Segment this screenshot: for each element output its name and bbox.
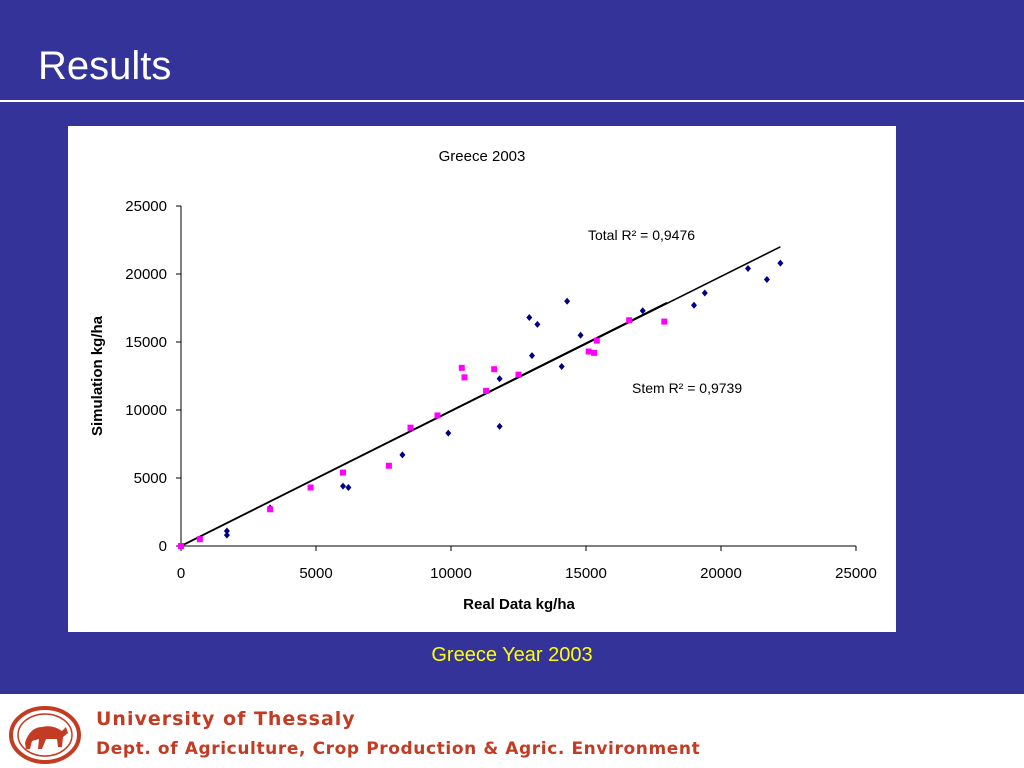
data-point-square [461, 374, 468, 381]
y-tick-label: 20000 [125, 266, 167, 283]
stem-r2-annotation: Stem R² = 0,9739 [632, 380, 742, 396]
data-point-diamond [745, 265, 751, 273]
data-point-diamond [577, 331, 584, 339]
data-point-diamond [558, 362, 565, 370]
chart-panel: Greece 2003 0 5000 10000 15000 20000 25000 0 50… [68, 126, 896, 632]
data-point-diamond [345, 484, 352, 492]
data-point-square [591, 349, 598, 356]
x-tick-label: 5000 [299, 565, 332, 582]
data-point-square [661, 318, 668, 325]
data-point-square [585, 348, 592, 355]
y-tick-label: 10000 [125, 402, 167, 419]
x-tick-label: 15000 [565, 565, 607, 582]
total-r2-annotation: Total R² = 0,9476 [588, 227, 695, 243]
x-tick-label: 0 [177, 565, 185, 582]
data-point-square [593, 337, 600, 344]
tick-labels: 0 5000 10000 15000 20000 25000 0 5000 10000 15000… [125, 198, 877, 582]
data-point-diamond [534, 320, 541, 328]
data-point-diamond [496, 375, 503, 383]
scatter-chart: Greece 2003 0 5000 10000 15000 20000 25000 0 50… [89, 148, 877, 613]
x-axis-label: Real Data kg/ha [463, 596, 575, 613]
y-tick-label: 15000 [125, 334, 167, 351]
data-point-square [385, 462, 392, 469]
data-point-square [491, 366, 498, 373]
chart-caption: Greece Year 2003 [431, 644, 593, 666]
data-point-diamond [526, 314, 533, 322]
data-point-square [307, 484, 314, 491]
data-point-diamond [564, 297, 571, 305]
data-markers [178, 259, 784, 550]
data-point-diamond [399, 451, 406, 459]
data-point-square [458, 364, 465, 371]
trendlines [180, 246, 781, 547]
data-point-square [483, 387, 490, 394]
data-point-diamond [763, 275, 770, 283]
data-point-square [196, 536, 203, 543]
data-point-square [340, 469, 346, 476]
y-tick-label: 5000 [134, 470, 167, 487]
data-point-square [178, 543, 184, 549]
y-axis-label: Simulation kg/ha [89, 315, 106, 436]
x-tick-label: 20000 [700, 565, 742, 582]
y-tick-label: 0 [159, 538, 167, 555]
data-point-square [407, 424, 414, 431]
data-point-diamond [701, 289, 708, 297]
trendline-square [180, 301, 668, 547]
data-point-square [515, 371, 522, 378]
data-point-diamond [340, 482, 346, 490]
x-tick-label: 10000 [430, 565, 472, 582]
chart-title: Greece 2003 [439, 148, 526, 165]
footer-university: University of Thessaly [96, 708, 356, 730]
university-logo-icon [9, 706, 81, 764]
data-point-diamond [529, 352, 535, 360]
data-point-square [434, 412, 441, 419]
data-point-diamond [691, 301, 697, 309]
title-divider [0, 100, 1024, 102]
data-point-diamond [223, 527, 230, 535]
data-point-square [626, 317, 633, 324]
data-point-square [267, 506, 274, 513]
data-point-diamond [496, 422, 503, 430]
data-point-diamond [223, 531, 230, 539]
y-tick-label: 25000 [125, 198, 167, 215]
footer-department: Dept. of Agriculture, Crop Production & … [96, 739, 701, 759]
x-tick-label: 25000 [835, 565, 877, 582]
slide-title: Results [38, 44, 172, 88]
footer [0, 694, 1024, 768]
data-point-diamond [639, 307, 646, 315]
data-point-diamond [777, 259, 784, 267]
data-point-diamond [445, 429, 452, 437]
